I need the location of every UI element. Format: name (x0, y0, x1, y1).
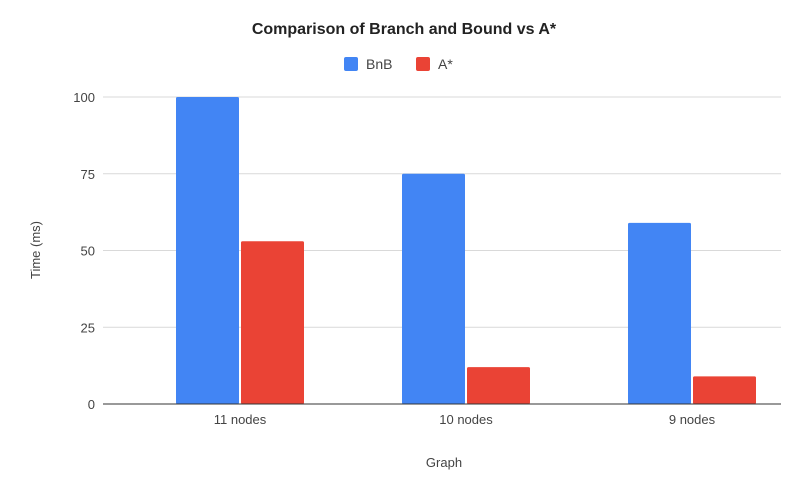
y-tick-label: 75 (81, 167, 95, 182)
y-axis-title: Time (ms) (28, 221, 43, 279)
y-tick-label: 50 (81, 244, 95, 259)
legend: BnB A* (344, 56, 453, 72)
bar-a-2 (693, 376, 756, 404)
y-axis-ticks: 0 25 50 75 100 (73, 90, 95, 412)
bar-a-1 (467, 367, 530, 404)
bar-bnb-2 (628, 222, 691, 404)
bar-a-0 (241, 241, 304, 404)
x-tick-label: 11 nodes (214, 412, 267, 427)
bar-bnb-0 (176, 97, 239, 404)
chart-title: Comparison of Branch and Bound vs A* (252, 21, 557, 38)
y-tick-label: 100 (73, 90, 95, 105)
y-tick-label: 25 (81, 320, 95, 335)
legend-label: A* (438, 56, 453, 72)
y-tick-label: 0 (88, 397, 95, 412)
legend-swatch (416, 57, 430, 71)
x-tick-label: 10 nodes (439, 412, 493, 427)
bars (176, 97, 756, 404)
legend-label: BnB (366, 56, 392, 72)
bar-bnb-1 (402, 173, 465, 404)
x-tick-label: 9 nodes (669, 412, 716, 427)
x-axis-title: Graph (426, 455, 462, 470)
x-axis-ticks: 11 nodes 10 nodes 9 nodes (214, 412, 716, 427)
legend-swatch (344, 57, 358, 71)
